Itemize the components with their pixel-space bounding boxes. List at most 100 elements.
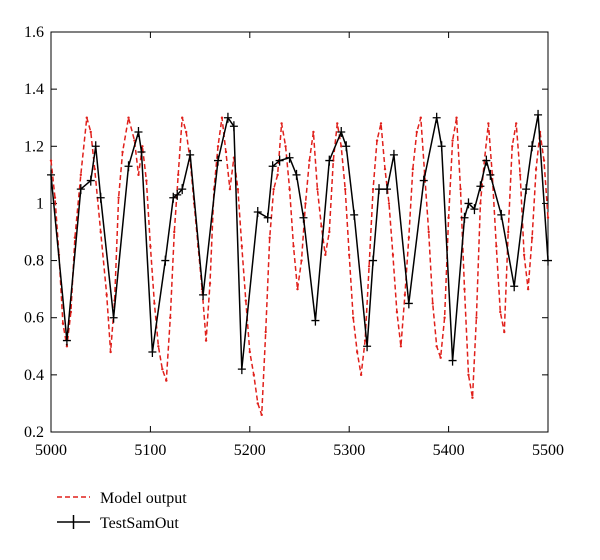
data-point-model-output: [479, 202, 482, 205]
data-point-testsamout: [292, 169, 301, 180]
data-point-model-output: [526, 287, 530, 291]
data-point-model-output: [344, 187, 347, 191]
data-point-model-output: [511, 145, 514, 148]
data-point-testsamout: [285, 152, 294, 163]
data-point-model-output: [105, 293, 108, 297]
data-point-model-output: [320, 225, 323, 228]
data-point-model-output: [304, 202, 307, 205]
data-point-testsamout: [268, 161, 277, 172]
data-point-model-output: [177, 173, 180, 177]
data-point-testsamout: [382, 184, 391, 195]
data-point-model-output: [467, 373, 470, 377]
data-point-model-output: [316, 187, 319, 191]
y-tick-label: 0.8: [24, 253, 44, 270]
data-point-testsamout: [137, 147, 146, 157]
data-point-model-output: [459, 187, 462, 191]
legend: Model output TestSamOut: [57, 490, 187, 532]
data-point-model-output: [220, 116, 224, 119]
legend-label-testsamout: TestSamOut: [100, 515, 179, 532]
data-point-model-output: [439, 356, 442, 359]
data-point-testsamout: [229, 121, 238, 132]
y-tick-label: 1.4: [24, 81, 44, 98]
data-point-model-output: [256, 402, 259, 405]
data-point-testsamout: [299, 212, 308, 223]
data-point-testsamout: [389, 149, 398, 160]
y-tick-label: 0.4: [24, 367, 44, 384]
data-point-model-output: [61, 322, 65, 325]
data-point-model-output: [240, 245, 244, 248]
data-point-model-output: [367, 265, 371, 268]
data-point-model-output: [387, 202, 391, 205]
data-point-model-output: [391, 253, 395, 257]
data-point-model-output: [495, 245, 498, 248]
data-point-model-output: [475, 316, 478, 319]
data-point-testsamout: [437, 141, 446, 152]
data-point-model-output: [419, 116, 422, 119]
data-point-testsamout: [522, 184, 531, 195]
data-point-testsamout: [534, 109, 543, 120]
data-point-model-output: [292, 245, 295, 248]
data-point-model-output: [359, 373, 363, 377]
data-point-model-output: [348, 253, 351, 257]
data-point-model-output: [264, 330, 267, 334]
data-point-testsamout: [497, 209, 506, 220]
data-point-model-output: [149, 245, 152, 248]
x-tick-label: 5200: [234, 442, 266, 459]
data-point-model-output: [141, 145, 144, 148]
data-point-testsamout: [178, 184, 187, 195]
data-point-model-output: [284, 145, 287, 148]
data-point-model-output: [507, 230, 510, 234]
data-point-model-output: [355, 350, 359, 354]
data-point-model-output: [272, 187, 275, 191]
data-point-model-output: [351, 316, 355, 319]
y-tick-label: 0.6: [24, 310, 44, 327]
data-point-testsamout: [275, 155, 284, 166]
data-point-model-output: [181, 116, 184, 119]
data-point-testsamout: [460, 212, 469, 223]
series-layer: [47, 109, 552, 417]
data-point-model-output: [471, 396, 474, 399]
data-point-model-output: [324, 253, 327, 257]
data-point-model-output: [93, 167, 96, 171]
data-point-testsamout: [213, 155, 222, 166]
data-point-model-output: [395, 310, 399, 314]
data-point-model-output: [546, 216, 550, 219]
data-point-testsamout: [470, 204, 479, 215]
data-point-model-output: [435, 345, 438, 348]
data-point-model-output: [514, 122, 518, 125]
legend-label-model-output: Model output: [100, 490, 187, 507]
data-point-testsamout: [134, 127, 143, 137]
x-tick-label: 5000: [35, 442, 67, 459]
data-point-testsamout: [432, 112, 441, 123]
data-point-testsamout: [223, 112, 232, 123]
data-point-testsamout: [337, 127, 346, 137]
data-point-testsamout: [369, 255, 378, 266]
data-point-model-output: [121, 150, 124, 154]
y-axis-ticks: 0.2 0.4 0.6 0.8 1 1.2 1.4 1.6: [24, 24, 548, 441]
plot-area: [50, 31, 549, 433]
data-point-testsamout: [237, 364, 246, 375]
data-point-model-output: [487, 122, 490, 125]
data-point-testsamout: [375, 184, 384, 195]
data-point-model-output: [451, 139, 454, 142]
data-point-testsamout: [311, 315, 320, 326]
data-point-testsamout: [476, 181, 485, 192]
data-point-model-output: [244, 299, 248, 302]
data-point-testsamout: [47, 169, 55, 180]
data-point-testsamout: [363, 341, 372, 352]
data-point-model-output: [443, 316, 446, 319]
data-point-testsamout: [96, 192, 105, 203]
data-point-model-output: [145, 179, 148, 182]
data-point-model-output: [407, 236, 411, 239]
data-point-testsamout: [510, 281, 519, 292]
data-point-testsamout: [148, 347, 157, 357]
data-point-model-output: [411, 167, 415, 171]
data-point-model-output: [79, 173, 83, 177]
data-point-model-output: [157, 345, 160, 348]
data-point-model-output: [276, 173, 279, 177]
data-point-model-output: [248, 350, 251, 354]
data-point-model-output: [216, 145, 220, 148]
data-point-model-output: [53, 196, 57, 199]
data-point-model-output: [165, 379, 168, 382]
data-point-model-output: [109, 350, 112, 354]
